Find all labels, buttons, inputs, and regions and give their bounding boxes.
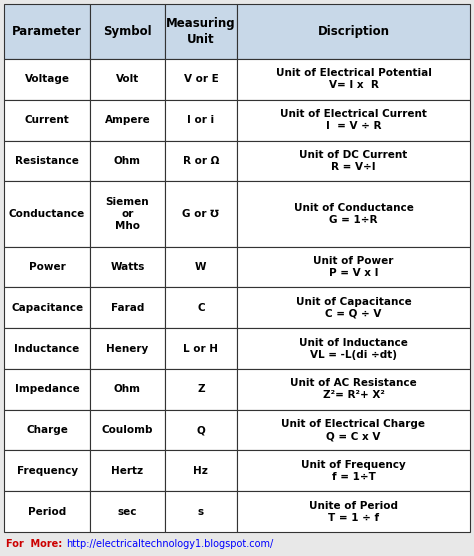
- Bar: [237, 492, 470, 532]
- Bar: [4, 181, 90, 247]
- Text: Frequency: Frequency: [17, 466, 78, 476]
- Text: L or H: L or H: [183, 344, 219, 354]
- Text: R or Ω: R or Ω: [182, 156, 219, 166]
- Text: Current: Current: [25, 115, 70, 125]
- Bar: [165, 247, 237, 287]
- Bar: [237, 141, 470, 181]
- Bar: [90, 181, 165, 247]
- Bar: [165, 141, 237, 181]
- Text: Siemen
or
Mho: Siemen or Mho: [106, 197, 149, 231]
- Bar: [165, 328, 237, 369]
- Bar: [165, 287, 237, 328]
- Text: Q: Q: [197, 425, 205, 435]
- Text: Henery: Henery: [106, 344, 149, 354]
- Bar: [90, 141, 165, 181]
- Text: Ohm: Ohm: [114, 156, 141, 166]
- Text: Farad: Farad: [111, 303, 144, 313]
- Bar: [237, 100, 470, 141]
- Bar: [4, 328, 90, 369]
- Bar: [90, 450, 165, 492]
- Text: sec: sec: [118, 507, 137, 517]
- Text: Capacitance: Capacitance: [11, 303, 83, 313]
- Bar: [165, 492, 237, 532]
- Bar: [90, 247, 165, 287]
- Bar: [237, 328, 470, 369]
- Text: Period: Period: [28, 507, 66, 517]
- Bar: [237, 247, 470, 287]
- Text: Unit of Frequency
f = 1÷T: Unit of Frequency f = 1÷T: [301, 460, 406, 482]
- Text: Unit of Conductance
G = 1÷R: Unit of Conductance G = 1÷R: [293, 203, 413, 225]
- Bar: [4, 492, 90, 532]
- Text: G or ℧: G or ℧: [182, 209, 219, 219]
- Bar: [90, 287, 165, 328]
- Bar: [165, 4, 237, 59]
- Bar: [165, 450, 237, 492]
- Text: Charge: Charge: [26, 425, 68, 435]
- Bar: [90, 328, 165, 369]
- Bar: [4, 369, 90, 410]
- Text: Conductance: Conductance: [9, 209, 85, 219]
- Text: Watts: Watts: [110, 262, 145, 272]
- Text: Symbol: Symbol: [103, 25, 152, 38]
- Text: V or E: V or E: [183, 75, 218, 85]
- Bar: [4, 450, 90, 492]
- Text: Unit of Capacitance
C = Q ÷ V: Unit of Capacitance C = Q ÷ V: [296, 297, 411, 319]
- Text: W: W: [195, 262, 207, 272]
- Bar: [90, 369, 165, 410]
- Bar: [237, 410, 470, 450]
- Text: Inductance: Inductance: [15, 344, 80, 354]
- Bar: [165, 59, 237, 100]
- Text: Unit of Electrical Potential
V= I x  R: Unit of Electrical Potential V= I x R: [275, 68, 431, 91]
- Text: Z: Z: [197, 384, 205, 394]
- Text: Hz: Hz: [193, 466, 208, 476]
- Text: Resistance: Resistance: [15, 156, 79, 166]
- Bar: [237, 450, 470, 492]
- Text: Unite of Period
T = 1 ÷ f: Unite of Period T = 1 ÷ f: [309, 500, 398, 523]
- Text: Coulomb: Coulomb: [102, 425, 153, 435]
- Bar: [90, 59, 165, 100]
- Text: Power: Power: [29, 262, 65, 272]
- Bar: [4, 287, 90, 328]
- Text: Parameter: Parameter: [12, 25, 82, 38]
- Bar: [165, 369, 237, 410]
- Bar: [237, 181, 470, 247]
- Text: Ampere: Ampere: [105, 115, 150, 125]
- Text: Unit of DC Current
R = V÷I: Unit of DC Current R = V÷I: [300, 150, 408, 172]
- Text: Discription: Discription: [318, 25, 390, 38]
- Bar: [4, 410, 90, 450]
- Text: Measuring
Unit: Measuring Unit: [166, 17, 236, 46]
- Text: Impedance: Impedance: [15, 384, 80, 394]
- Bar: [237, 59, 470, 100]
- Bar: [90, 492, 165, 532]
- Bar: [165, 410, 237, 450]
- Bar: [90, 100, 165, 141]
- Text: Voltage: Voltage: [25, 75, 70, 85]
- Bar: [237, 369, 470, 410]
- Bar: [237, 287, 470, 328]
- Bar: [4, 4, 90, 59]
- Bar: [90, 410, 165, 450]
- Text: Hertz: Hertz: [111, 466, 144, 476]
- Bar: [165, 100, 237, 141]
- Bar: [165, 181, 237, 247]
- Bar: [237, 4, 470, 59]
- Text: Unit of AC Resistance
Z²= R²+ X²: Unit of AC Resistance Z²= R²+ X²: [290, 378, 417, 400]
- Text: I or i: I or i: [187, 115, 214, 125]
- Text: Ohm: Ohm: [114, 384, 141, 394]
- Text: Unit of Electrical Charge
Q = C x V: Unit of Electrical Charge Q = C x V: [282, 419, 426, 441]
- Bar: [4, 59, 90, 100]
- Text: http://electricaltechnology1.blogspot.com/: http://electricaltechnology1.blogspot.co…: [66, 539, 273, 549]
- Text: Unit of Inductance
VL = -L(di ÷dt): Unit of Inductance VL = -L(di ÷dt): [299, 337, 408, 360]
- Text: Unit of Electrical Current
I  = V ÷ R: Unit of Electrical Current I = V ÷ R: [280, 109, 427, 131]
- Bar: [4, 141, 90, 181]
- Text: Unit of Power
P = V x I: Unit of Power P = V x I: [313, 256, 394, 278]
- Text: C: C: [197, 303, 205, 313]
- Text: For  More:: For More:: [6, 539, 62, 549]
- Bar: [4, 247, 90, 287]
- Text: s: s: [198, 507, 204, 517]
- Bar: [4, 100, 90, 141]
- Bar: [90, 4, 165, 59]
- Text: Volt: Volt: [116, 75, 139, 85]
